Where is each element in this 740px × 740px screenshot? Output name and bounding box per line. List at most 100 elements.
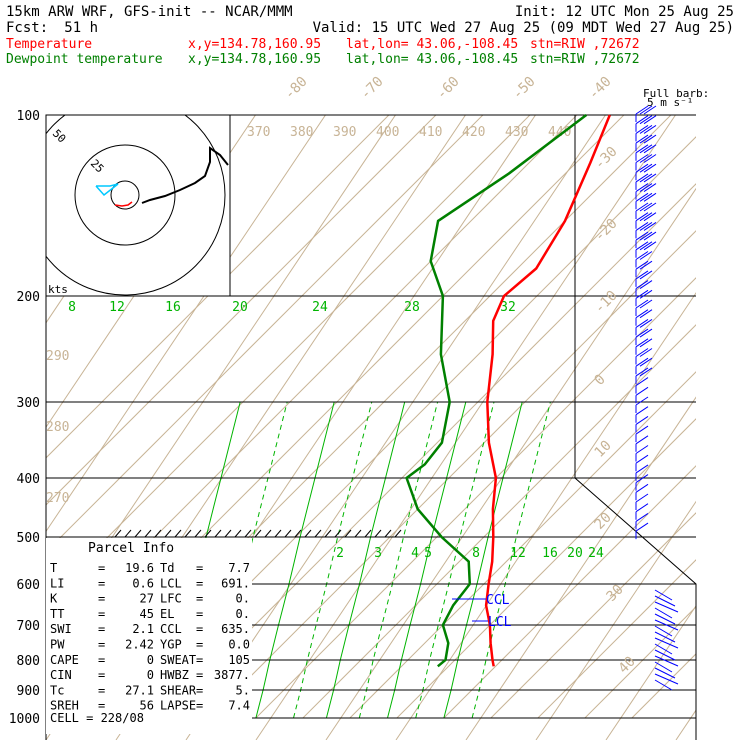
- isotherm-50: [584, 606, 696, 719]
- wind-barb: [635, 144, 657, 161]
- fcst-label: Fcst:: [6, 20, 48, 36]
- wind-barb-flag: [635, 386, 649, 396]
- hodograph-ring-inner: [110, 180, 140, 210]
- hatch-mark: [294, 529, 302, 538]
- wind-barb-flag: [639, 221, 653, 231]
- wind-barb-flag: [635, 173, 649, 183]
- parcel-info-background: [46, 538, 252, 734]
- adiabat-8: [605, 605, 696, 740]
- wind-barb: [635, 503, 649, 520]
- pressure-tick-200: 200: [17, 290, 40, 305]
- parcel-row-1-value1: 0.6: [132, 576, 154, 590]
- wind-barb-flag: [639, 318, 653, 328]
- upper-temp-label-3: -50: [510, 74, 539, 103]
- mixing-ratio-label-upper-5: 28: [404, 300, 420, 315]
- low-wind-barb: [654, 637, 679, 649]
- parcel-row-6-equals1: =: [98, 653, 105, 667]
- legend-dewpoint-xy: x,y=134.78,160.95: [188, 52, 321, 67]
- hatch-mark: [374, 529, 382, 538]
- pressure-tick-100: 100: [17, 109, 40, 124]
- parcel-row-4-label2: CCL: [160, 622, 182, 636]
- mixing-ratio-label-lower-3: 5: [424, 546, 432, 561]
- wind-barb: [635, 183, 657, 200]
- wind-barb-flag: [639, 183, 653, 193]
- hatch-mark: [114, 529, 122, 538]
- wind-barb: [635, 270, 653, 287]
- temperature-profile: [484, 114, 611, 667]
- mixing-ratio-line-4: [325, 401, 406, 719]
- hodograph: 50 25 kts: [45, 114, 231, 297]
- wind-barb-flag: [643, 115, 657, 125]
- parcel-row-3-label1: TT: [50, 607, 64, 621]
- parcel-row-5-value1: 2.42: [125, 638, 154, 652]
- wind-barb-flag: [639, 105, 653, 115]
- wind-barb-flag: [635, 115, 649, 125]
- parcel-row-8-equals2: =: [196, 683, 203, 697]
- hatch-mark: [164, 529, 172, 538]
- wind-barb-flag: [635, 105, 649, 115]
- pressure-tick-1000: 1000: [9, 712, 40, 727]
- mixing-ratio-line-7: [415, 401, 495, 719]
- upper-temp-label-2: -60: [434, 74, 463, 103]
- adiabat-2: [185, 115, 607, 740]
- theta-label-left-1: 280: [46, 420, 69, 435]
- hatch-mark: [314, 529, 322, 538]
- mixing-ratio-label-upper-2: 16: [165, 300, 181, 315]
- wind-barb-flag: [643, 134, 657, 144]
- wind-barb-flag: [643, 144, 657, 154]
- mixing-ratio-label-lower-4: 8: [472, 546, 480, 561]
- parcel-row-3-equals1: =: [98, 607, 105, 621]
- isotherm--100: [46, 115, 484, 553]
- parcel-row-3-value2: 0.: [236, 607, 250, 621]
- theta-label-top-6: 430: [505, 125, 528, 140]
- parcel-row-9-value1: 56: [140, 699, 154, 713]
- wind-barb-flag: [635, 251, 649, 260]
- wind-barb: [635, 260, 653, 278]
- wind-barb-flag: [643, 173, 657, 183]
- isotherm-40: [537, 559, 696, 719]
- adiabat-7: [535, 500, 696, 740]
- mixing-ratio-label-lower-7: 20: [567, 546, 583, 561]
- mixing-ratio-label-upper-4: 24: [312, 300, 328, 315]
- hatch-mark: [134, 529, 142, 538]
- isotherm--30: [208, 230, 696, 719]
- wind-barb-flag: [643, 241, 657, 251]
- right-temp-label-4: 10: [592, 438, 615, 461]
- wind-barb-flag: [635, 289, 649, 299]
- right-temp-label-7: 40: [616, 654, 639, 677]
- wind-barb-flag: [639, 289, 653, 299]
- hodograph-trace-upper: [141, 146, 229, 204]
- lcl-label: LCL: [488, 615, 512, 630]
- low-wind-barb: [654, 613, 676, 625]
- parcel-row-0-equals2: =: [196, 561, 203, 575]
- parcel-info-title: Parcel Info: [88, 541, 174, 556]
- wind-barb-flag: [643, 183, 657, 193]
- hatch-mark: [354, 529, 362, 538]
- legend-dewpoint-stn: stn=RIW ,72672: [530, 52, 640, 67]
- parcel-row-9-equals2: =: [196, 699, 203, 713]
- wind-barb-flag: [643, 163, 657, 173]
- hodograph-trace-low: [95, 183, 119, 197]
- parcel-row-8-label1: Tc: [50, 683, 64, 697]
- pressure-tick-800: 800: [17, 654, 40, 669]
- pressure-tick-600: 600: [17, 578, 40, 593]
- wind-barb: [635, 454, 649, 472]
- isotherm--90: [46, 115, 531, 600]
- mixing-ratio-line-5: [358, 401, 439, 719]
- wind-barb-flag: [639, 270, 653, 280]
- hatch-mark: [394, 529, 402, 538]
- wind-barb-flag: [635, 522, 649, 532]
- model-title: 15km ARW WRF, GFS-init -- NCAR/MMM: [6, 4, 293, 20]
- mixing-ratio-label-lower-2: 4: [411, 546, 419, 561]
- parcel-row-9-label2: LAPSE: [160, 699, 196, 713]
- parcel-row-2-equals2: =: [196, 592, 203, 606]
- wind-barb-flag: [643, 202, 657, 212]
- wind-barb-flag: [643, 124, 657, 134]
- wind-barb-flag: [643, 154, 657, 163]
- parcel-row-8-value1: 27.1: [125, 683, 154, 697]
- wind-barb-flag: [639, 231, 653, 241]
- parcel-row-0-label2: Td: [160, 561, 174, 575]
- adiabat-4: [325, 187, 696, 740]
- upper-temp-label-0: -80: [282, 74, 311, 103]
